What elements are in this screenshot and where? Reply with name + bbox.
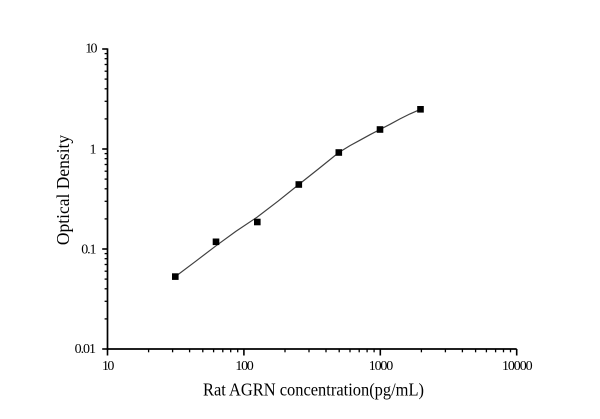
svg-text:100: 100 <box>235 359 253 374</box>
svg-text:10: 10 <box>85 41 97 56</box>
svg-text:10: 10 <box>102 359 114 374</box>
svg-text:0.01: 0.01 <box>75 342 96 357</box>
svg-text:0.1: 0.1 <box>81 243 96 258</box>
svg-text:Rat AGRN concentration(pg/mL): Rat AGRN concentration(pg/mL) <box>203 380 424 400</box>
svg-text:1000: 1000 <box>369 359 394 374</box>
svg-text:10000: 10000 <box>502 359 533 374</box>
svg-text:1: 1 <box>90 143 97 158</box>
svg-text:Optical Density: Optical Density <box>53 135 73 246</box>
